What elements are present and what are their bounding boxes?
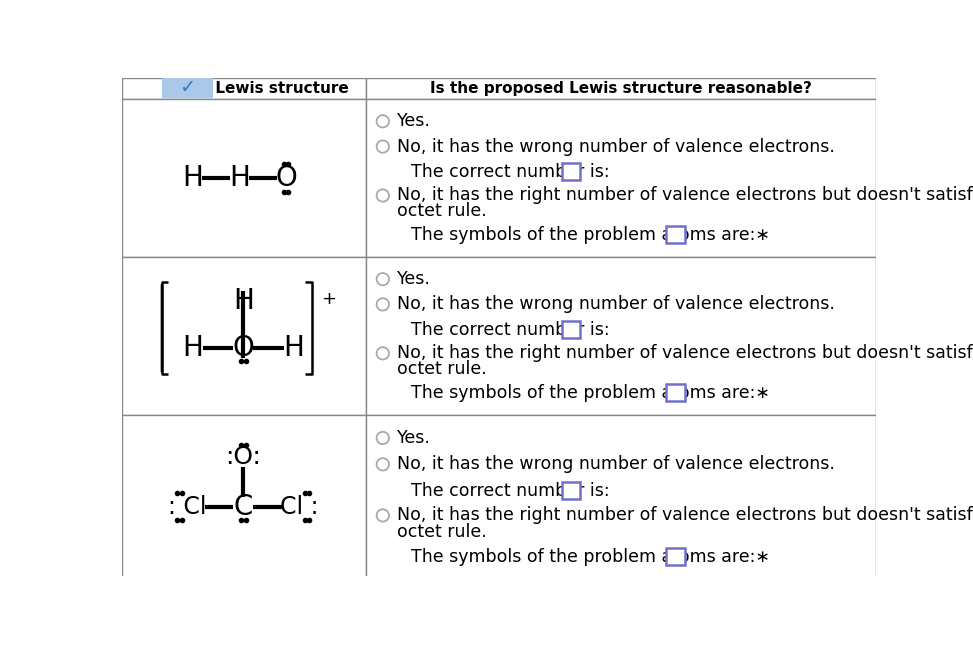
- Text: ed Lewis structure: ed Lewis structure: [189, 81, 348, 96]
- Text: Yes.: Yes.: [397, 270, 431, 288]
- Bar: [366, 415, 876, 580]
- Text: octet rule.: octet rule.: [397, 523, 486, 541]
- Text: O: O: [233, 333, 254, 362]
- Circle shape: [377, 273, 389, 285]
- Circle shape: [377, 347, 389, 360]
- Bar: [667, 548, 685, 565]
- Text: H: H: [183, 164, 203, 192]
- Bar: [561, 163, 581, 181]
- Text: No, it has the wrong number of valence electrons.: No, it has the wrong number of valence e…: [397, 296, 835, 313]
- Text: The symbols of the problem atoms are:∗: The symbols of the problem atoms are:∗: [411, 547, 770, 565]
- Circle shape: [377, 458, 389, 470]
- Text: : Cl: : Cl: [168, 494, 206, 518]
- Bar: [667, 384, 685, 401]
- Circle shape: [377, 509, 389, 521]
- Bar: [366, 257, 876, 415]
- Bar: [667, 226, 685, 243]
- Bar: [366, 78, 876, 99]
- Bar: [122, 78, 366, 99]
- FancyBboxPatch shape: [162, 74, 213, 98]
- Text: ✓: ✓: [179, 78, 196, 97]
- Text: C: C: [234, 492, 253, 521]
- Text: No, it has the wrong number of valence electrons.: No, it has the wrong number of valence e…: [397, 455, 835, 474]
- Text: No, it has the wrong number of valence electrons.: No, it has the wrong number of valence e…: [397, 138, 835, 155]
- Text: Yes.: Yes.: [397, 113, 431, 130]
- Circle shape: [377, 432, 389, 444]
- Text: Cl :: Cl :: [280, 494, 318, 518]
- Text: The correct number is:: The correct number is:: [411, 163, 609, 181]
- Text: No, it has the right number of valence electrons but doesn't satisfy the: No, it has the right number of valence e…: [397, 186, 973, 204]
- Text: H: H: [283, 333, 305, 362]
- Circle shape: [377, 115, 389, 127]
- Text: octet rule.: octet rule.: [397, 360, 486, 378]
- Text: H: H: [183, 333, 203, 362]
- Text: No, it has the right number of valence electrons but doesn't satisfy the: No, it has the right number of valence e…: [397, 344, 973, 362]
- Bar: [122, 415, 366, 580]
- Text: No, it has the right number of valence electrons but doesn't satisfy the: No, it has the right number of valence e…: [397, 507, 973, 525]
- Text: O: O: [275, 164, 297, 192]
- Text: The symbols of the problem atoms are:∗: The symbols of the problem atoms are:∗: [411, 384, 770, 402]
- Text: The correct number is:: The correct number is:: [411, 482, 609, 499]
- Circle shape: [377, 140, 389, 153]
- Text: H: H: [229, 164, 250, 192]
- Bar: [561, 321, 581, 338]
- Text: octet rule.: octet rule.: [397, 203, 486, 220]
- Text: Is the proposed Lewis structure reasonable?: Is the proposed Lewis structure reasonab…: [430, 81, 811, 96]
- Bar: [122, 257, 366, 415]
- Text: The correct number is:: The correct number is:: [411, 321, 609, 338]
- Text: :O:: :O:: [226, 445, 261, 469]
- Bar: [122, 99, 366, 257]
- Bar: [366, 99, 876, 257]
- Bar: [561, 482, 581, 499]
- Circle shape: [377, 190, 389, 202]
- Circle shape: [377, 298, 389, 311]
- Text: H: H: [233, 287, 254, 315]
- Text: +: +: [321, 290, 336, 308]
- Text: Yes.: Yes.: [397, 429, 431, 447]
- Text: The symbols of the problem atoms are:∗: The symbols of the problem atoms are:∗: [411, 226, 770, 244]
